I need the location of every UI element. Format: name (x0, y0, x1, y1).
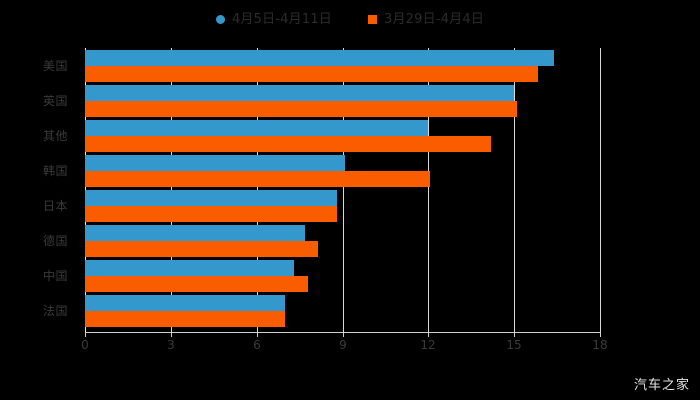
x-axis-tick-mark (257, 332, 258, 337)
chart-legend: 4月5日-4月11日 3月29日-4月4日 (0, 6, 700, 32)
bar-group (85, 85, 600, 120)
legend-square-marker-icon (368, 14, 377, 24)
y-axis-label: 韩国 (42, 164, 68, 178)
gridline-x-9 (343, 48, 344, 332)
x-axis-tick-mark (171, 332, 172, 337)
x-axis-tick-mark (600, 332, 601, 337)
x-axis-tick-mark (85, 332, 86, 337)
bar[interactable] (85, 171, 430, 187)
bar[interactable] (85, 66, 539, 82)
bar-group (85, 50, 600, 85)
plot-area (85, 48, 601, 332)
watermark: 汽车之家 (633, 378, 690, 393)
y-axis-labels: 美国英国其他韩国日本德国中国法国 (0, 48, 78, 332)
gridline-x-12 (428, 48, 429, 332)
x-axis-tick-label: 15 (506, 338, 522, 352)
bar[interactable] (85, 190, 337, 206)
y-axis-label: 德国 (42, 234, 68, 248)
x-axis-tick-mark (343, 332, 344, 337)
bar[interactable] (85, 155, 346, 171)
legend-label-series-1: 4月5日-4月11日 (231, 11, 332, 27)
bar-group (85, 225, 600, 260)
y-axis-label: 日本 (42, 199, 68, 213)
x-axis-tick-label: 6 (253, 338, 261, 352)
y-axis-label: 其他 (42, 129, 68, 143)
x-axis-tick-label: 3 (167, 338, 175, 352)
bar[interactable] (85, 136, 492, 152)
y-axis-label: 英国 (42, 94, 68, 108)
x-axis-tick-label: 18 (592, 338, 608, 352)
legend-item-series-2[interactable]: 3月29日-4月4日 (368, 13, 484, 26)
bar-group (85, 295, 600, 330)
bar-group (85, 190, 600, 225)
x-axis-tick-mark (514, 332, 515, 337)
bar-group (85, 155, 600, 190)
x-axis-tick-label: 9 (339, 338, 347, 352)
bar[interactable] (85, 206, 337, 222)
bar[interactable] (85, 276, 309, 292)
y-axis-label: 法国 (42, 304, 68, 318)
bar[interactable] (85, 225, 306, 241)
bar-group (85, 260, 600, 295)
bar[interactable] (85, 311, 286, 327)
bar[interactable] (85, 85, 515, 101)
legend-circle-marker-icon (215, 14, 225, 24)
bar[interactable] (85, 50, 555, 66)
bar[interactable] (85, 260, 294, 276)
bar[interactable] (85, 120, 429, 136)
legend-label-series-2: 3月29日-4月4日 (384, 11, 485, 27)
bar[interactable] (85, 295, 286, 311)
gridline-x-15 (514, 48, 515, 332)
y-axis-label: 中国 (42, 269, 68, 283)
legend-item-series-1[interactable]: 4月5日-4月11日 (215, 11, 332, 27)
y-axis-label: 美国 (42, 59, 68, 73)
x-axis-tick-label: 12 (420, 338, 436, 352)
x-axis-tick-label: 0 (81, 338, 89, 352)
bar[interactable] (85, 241, 319, 257)
x-axis-tick-mark (428, 332, 429, 337)
bar[interactable] (85, 101, 518, 117)
gridline-x-18 (600, 48, 601, 332)
bar-group (85, 120, 600, 155)
